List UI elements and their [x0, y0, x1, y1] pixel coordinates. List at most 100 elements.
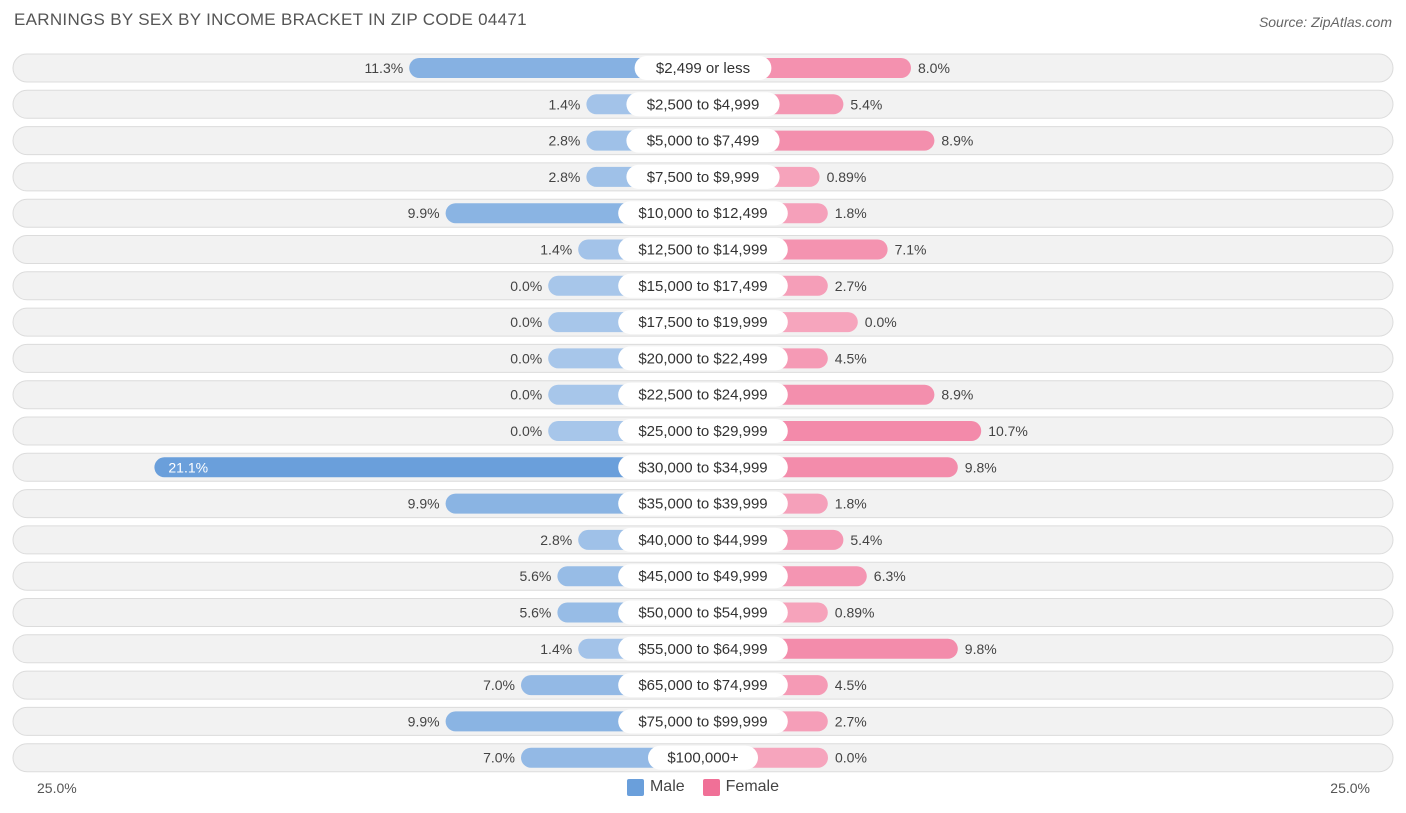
legend-swatch-male — [626, 778, 644, 796]
bar-row: $7,500 to $9,999 2.8% 0.89% — [12, 162, 1394, 192]
bar-row: $65,000 to $74,999 7.0% 4.5% — [12, 670, 1394, 700]
category-label: $65,000 to $74,999 — [638, 677, 767, 694]
female-value-label: 8.9% — [941, 133, 973, 149]
male-value-label: 5.6% — [519, 568, 551, 584]
category-pill — [618, 673, 788, 698]
female-value-label: 2.7% — [835, 278, 867, 294]
bar-row: $15,000 to $17,499 0.0% 2.7% — [12, 271, 1394, 301]
category-pill — [618, 237, 788, 262]
male-value-label: 9.9% — [408, 496, 440, 512]
female-value-label: 5.4% — [850, 532, 882, 548]
legend-item-male[interactable]: Male — [626, 778, 685, 796]
bar-row: $20,000 to $22,499 0.0% 4.5% — [12, 343, 1394, 373]
male-value-label: 2.8% — [548, 169, 580, 185]
category-label: $50,000 to $54,999 — [638, 605, 767, 622]
category-pill — [618, 382, 788, 407]
category-pill — [626, 128, 780, 153]
category-pill — [626, 164, 780, 189]
category-label: $7,500 to $9,999 — [647, 169, 760, 186]
female-value-label: 0.0% — [865, 314, 897, 330]
category-label: $30,000 to $34,999 — [638, 459, 767, 476]
category-pill — [618, 346, 788, 371]
female-value-label: 10.7% — [988, 423, 1028, 439]
female-value-label: 4.5% — [835, 350, 867, 366]
bar-row: $17,500 to $19,999 0.0% 0.0% — [12, 307, 1394, 337]
bar-row: $2,500 to $4,999 1.4% 5.4% — [12, 89, 1394, 119]
male-value-label: 2.8% — [540, 532, 572, 548]
category-label: $45,000 to $49,999 — [638, 568, 767, 585]
bar-row: $12,500 to $14,999 1.4% 7.1% — [12, 235, 1394, 264]
category-pill — [626, 92, 780, 117]
female-value-label: 0.0% — [835, 750, 867, 766]
category-pill — [618, 419, 788, 443]
bar-row: $30,000 to $34,999 21.1% 9.8% — [12, 452, 1394, 482]
category-label: $35,000 to $39,999 — [638, 496, 767, 513]
female-value-label: 6.3% — [874, 568, 906, 584]
legend-item-female[interactable]: Female — [702, 778, 780, 796]
category-pill — [618, 709, 788, 734]
bar-row: $22,500 to $24,999 0.0% 8.9% — [12, 380, 1394, 410]
category-label: $2,499 or less — [656, 60, 750, 77]
legend-label-female: Female — [725, 778, 780, 795]
female-value-label: 8.0% — [918, 60, 950, 76]
male-value-label: 1.4% — [540, 242, 572, 258]
chart-plot: $2,499 or less 11.3% 8.0% $2,500 to $4,999 1… — [12, 53, 1394, 773]
category-label: $40,000 to $44,999 — [638, 532, 767, 549]
category-label: $20,000 to $22,499 — [638, 350, 767, 367]
male-value-label: 0.0% — [510, 387, 542, 403]
chart-source: Source: ZipAtlas.com — [1258, 14, 1392, 30]
female-value-label: 1.8% — [835, 496, 867, 512]
bar-row: $100,000+ 7.0% 0.0% — [12, 743, 1394, 773]
female-value-label: 0.89% — [827, 169, 867, 185]
male-value-label: 5.6% — [519, 605, 551, 621]
female-value-label: 5.4% — [850, 96, 882, 112]
male-value-label: 1.4% — [540, 641, 572, 657]
category-label: $2,500 to $4,999 — [647, 96, 760, 113]
category-pill — [618, 491, 788, 516]
male-bar — [154, 457, 703, 478]
bar-row: $55,000 to $64,999 1.4% 9.8% — [12, 634, 1394, 664]
female-value-label: 8.9% — [941, 387, 973, 403]
legend-swatch-female — [702, 778, 720, 796]
male-value-label: 21.1% — [168, 459, 208, 475]
bar-row: $10,000 to $12,499 9.9% 1.8% — [12, 198, 1394, 228]
category-pill — [618, 273, 788, 298]
category-label: $17,500 to $19,999 — [638, 314, 767, 331]
category-label: $75,000 to $99,999 — [638, 713, 767, 730]
male-value-label: 0.0% — [510, 278, 542, 294]
bar-row: $5,000 to $7,499 2.8% 8.9% — [12, 126, 1394, 156]
axis-left-label: 25.0% — [37, 780, 77, 796]
bar-row: $50,000 to $54,999 5.6% 0.89% — [12, 598, 1394, 627]
category-pill — [634, 56, 772, 80]
category-pill — [618, 564, 788, 589]
category-label: $55,000 to $64,999 — [638, 641, 767, 658]
category-pill — [618, 636, 788, 661]
female-value-label: 4.5% — [835, 677, 867, 693]
female-value-label: 2.7% — [835, 713, 867, 729]
male-bar — [409, 58, 703, 78]
axis-right-label: 25.0% — [1330, 780, 1370, 796]
category-pill — [618, 201, 788, 226]
male-value-label: 11.3% — [365, 60, 404, 76]
category-label: $15,000 to $17,499 — [638, 278, 767, 295]
female-value-label: 7.1% — [895, 242, 927, 258]
female-value-label: 9.8% — [965, 641, 997, 657]
legend-label-male: Male — [649, 778, 685, 795]
category-label: $100,000+ — [667, 750, 739, 767]
male-value-label: 7.0% — [483, 750, 515, 766]
male-value-label: 1.4% — [548, 96, 580, 112]
category-pill — [618, 455, 788, 480]
female-value-label: 0.89% — [835, 605, 875, 621]
male-value-label: 9.9% — [408, 205, 440, 221]
bar-row: $45,000 to $49,999 5.6% 6.3% — [12, 561, 1394, 591]
category-pill — [618, 310, 788, 335]
male-value-label: 2.8% — [548, 133, 580, 149]
male-value-label: 0.0% — [510, 314, 542, 330]
male-value-label: 0.0% — [510, 350, 542, 366]
bar-row: $2,499 or less 11.3% 8.0% — [12, 53, 1394, 83]
category-label: $10,000 to $12,499 — [638, 205, 767, 222]
category-pill — [618, 600, 788, 625]
male-value-label: 0.0% — [510, 423, 542, 439]
female-value-label: 9.8% — [965, 459, 997, 475]
bar-row: $35,000 to $39,999 9.9% 1.8% — [12, 489, 1394, 519]
